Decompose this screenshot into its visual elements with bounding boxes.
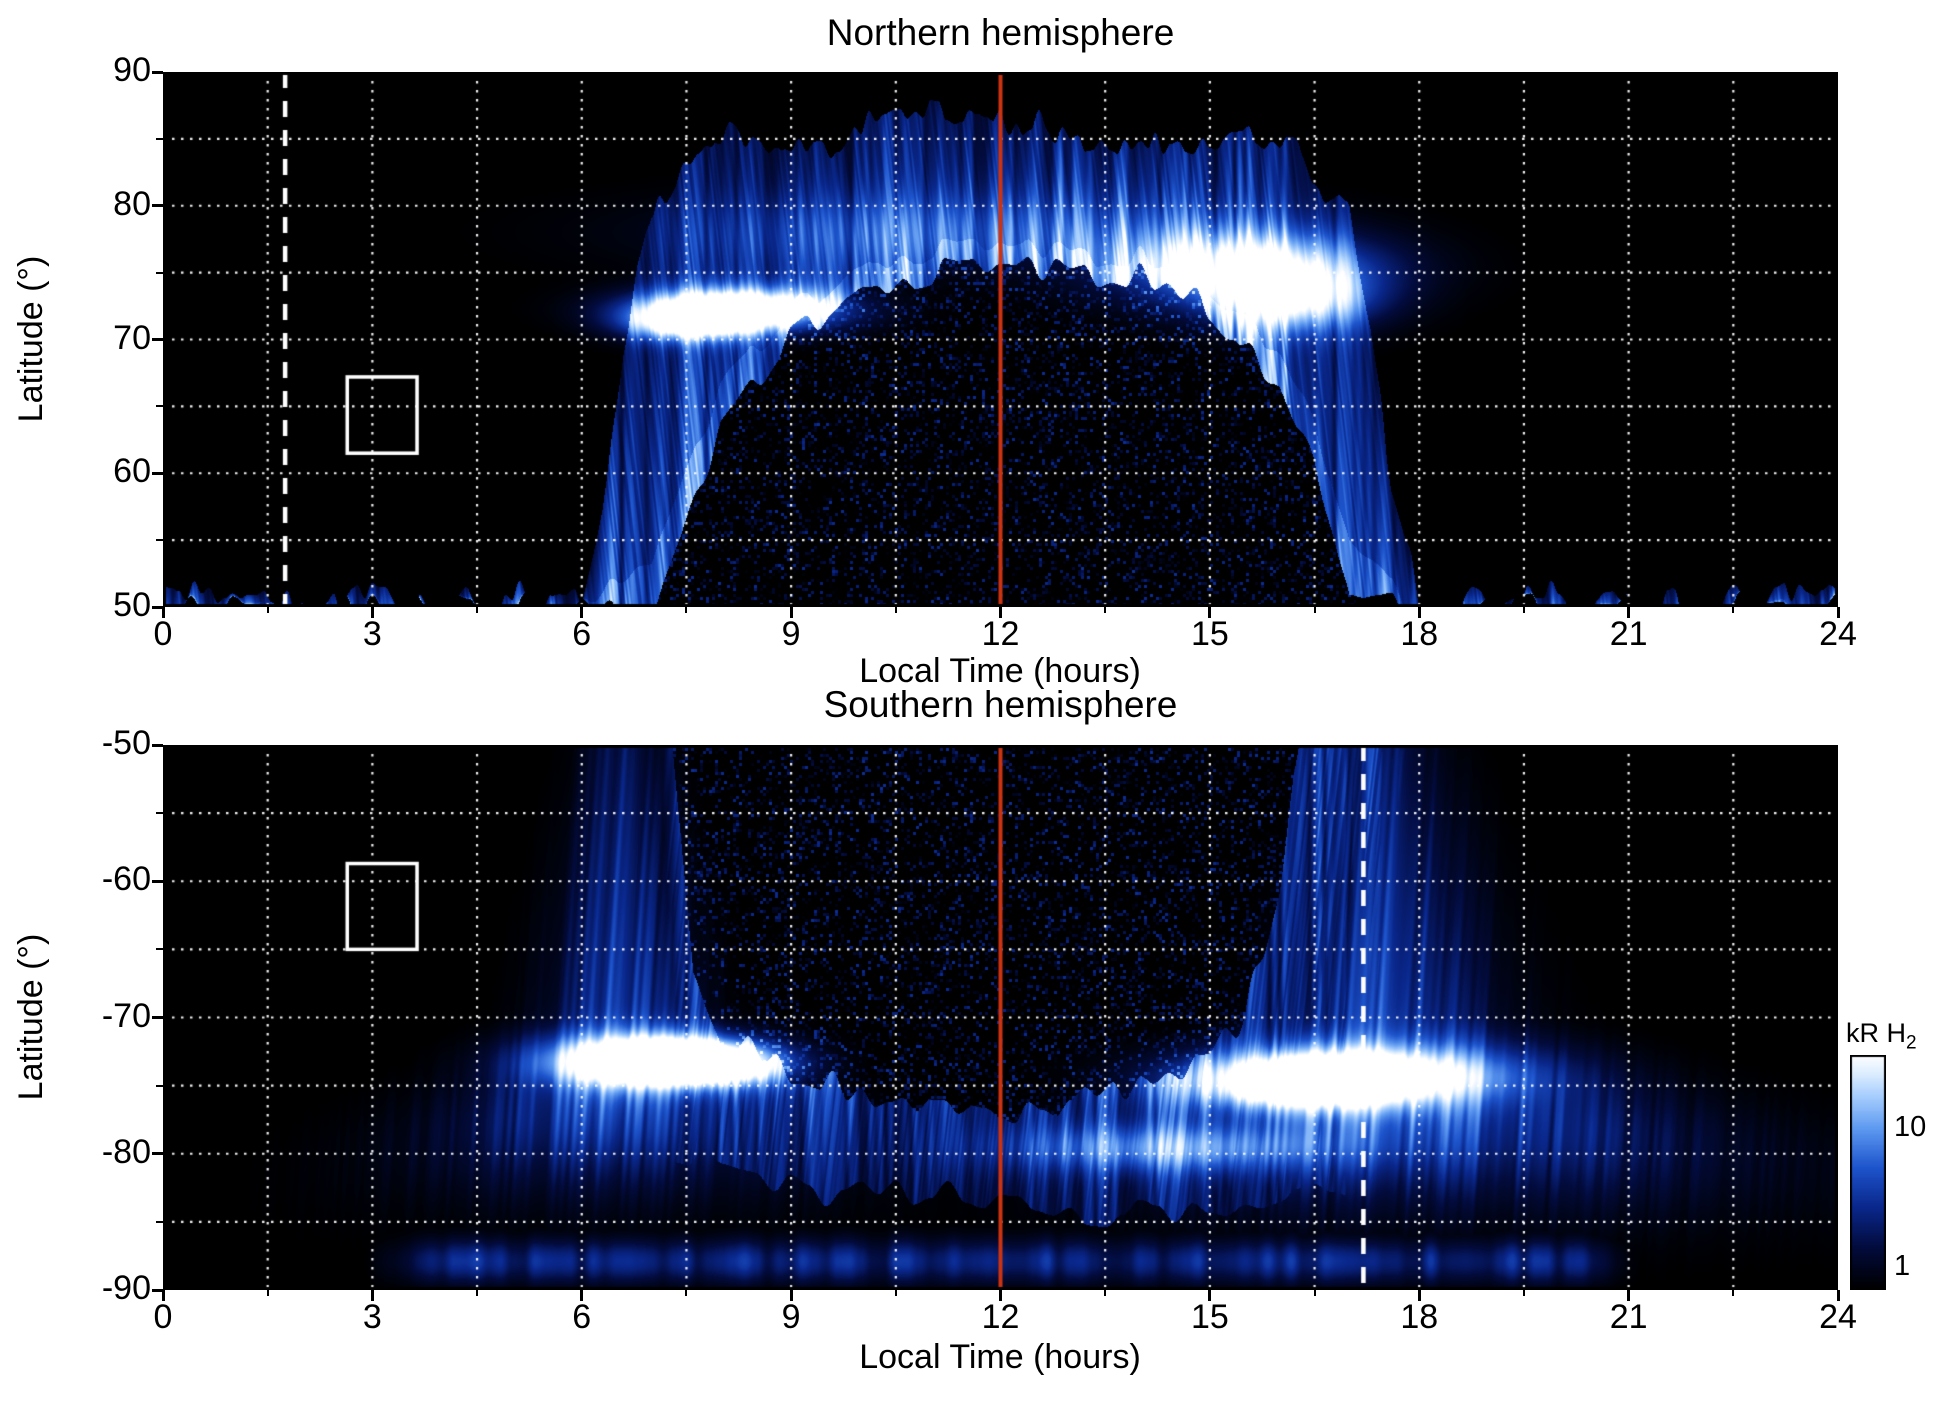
x-tick-label: 9: [781, 615, 801, 653]
x-minor-tick-mark: [894, 1290, 897, 1296]
x-tick-label: 21: [1609, 615, 1648, 653]
x-tick-label: 21: [1609, 1298, 1648, 1336]
y-tick-mark: [152, 204, 163, 208]
x-tick-mark: [1417, 1290, 1421, 1301]
y-minor-tick-mark: [156, 948, 163, 951]
x-tick-mark: [370, 1290, 374, 1301]
x-minor-tick-mark: [476, 1290, 479, 1296]
x-tick-mark: [161, 607, 165, 618]
x-tick-mark: [1836, 607, 1840, 618]
panel-title-south: Southern hemisphere: [823, 684, 1178, 725]
x-tick-mark: [999, 607, 1002, 618]
x-tick-label: 9: [781, 1298, 801, 1336]
y-tick-label: 60: [113, 452, 151, 491]
y-tick-mark: [152, 70, 163, 74]
x-axis-label-north: Local Time (hours): [859, 652, 1141, 690]
x-tick-mark: [580, 607, 584, 618]
x-tick-label: 0: [153, 1298, 173, 1336]
x-minor-tick-mark: [685, 607, 688, 613]
y-tick-label: 50: [113, 586, 151, 624]
x-tick-mark: [1417, 607, 1421, 618]
x-minor-tick-mark: [1104, 1290, 1107, 1296]
y-minor-tick-mark: [156, 812, 163, 815]
x-tick-label: 24: [1819, 1298, 1857, 1336]
x-tick-label: 3: [362, 1298, 382, 1336]
y-tick-mark: [152, 338, 163, 341]
y-minor-tick-mark: [156, 1220, 163, 1223]
x-tick-label: 15: [1190, 615, 1229, 653]
y-tick-label: -90: [101, 1269, 151, 1307]
panel-title-north: Northern hemisphere: [826, 12, 1175, 53]
x-minor-tick-mark: [1313, 1290, 1316, 1296]
x-tick-mark: [1208, 1290, 1212, 1301]
colorbar-tick-label: 10: [1894, 1110, 1927, 1143]
y-tick-mark: [152, 605, 163, 609]
y-tick-label: 90: [113, 51, 151, 89]
x-minor-tick-mark: [1522, 1290, 1525, 1296]
heatmap-south: [163, 745, 1838, 1290]
x-tick-mark: [580, 1290, 584, 1301]
colorbar: [1850, 1055, 1886, 1290]
y-tick-label: -80: [101, 1132, 151, 1171]
x-minor-tick-mark: [1732, 1290, 1735, 1296]
x-tick-label: 3: [362, 615, 382, 653]
x-tick-mark: [1627, 1290, 1631, 1301]
x-minor-tick-mark: [476, 607, 479, 613]
y-minor-tick-mark: [156, 1084, 163, 1087]
y-tick-mark: [152, 879, 163, 883]
x-tick-mark: [1627, 607, 1631, 618]
x-minor-tick-mark: [685, 1290, 688, 1296]
y-tick-label: -50: [101, 724, 151, 762]
x-minor-tick-mark: [894, 607, 897, 613]
y-minor-tick-mark: [156, 137, 163, 140]
x-minor-tick-mark: [1732, 607, 1735, 613]
x-tick-mark: [1836, 1290, 1840, 1301]
y-axis-label-south: Latitude (°): [12, 933, 50, 1101]
y-tick-mark: [152, 1016, 163, 1019]
y-tick-mark: [152, 471, 163, 475]
x-tick-label: 12: [981, 615, 1020, 653]
y-tick-label: -60: [101, 860, 151, 899]
y-tick-label: 80: [113, 184, 151, 223]
x-tick-mark: [161, 1290, 165, 1301]
x-minor-tick-mark: [266, 607, 269, 613]
x-tick-label: 24: [1819, 615, 1857, 653]
y-tick-label: -70: [101, 996, 151, 1035]
x-tick-label: 12: [981, 1298, 1020, 1336]
x-axis-label-south: Local Time (hours): [859, 1338, 1141, 1376]
y-axis-label-north: Latitude (°): [12, 255, 50, 423]
colorbar-label-sub: 2: [1906, 1032, 1917, 1054]
x-tick-label: 6: [572, 615, 592, 653]
x-tick-label: 15: [1190, 1298, 1229, 1336]
x-tick-label: 18: [1400, 1298, 1439, 1336]
x-minor-tick-mark: [1104, 607, 1107, 613]
x-tick-mark: [789, 1290, 793, 1301]
y-minor-tick-mark: [156, 539, 163, 542]
heatmap-north: [163, 72, 1838, 607]
y-minor-tick-mark: [156, 271, 163, 274]
colorbar-tick-label: 1: [1894, 1249, 1911, 1282]
x-minor-tick-mark: [1522, 607, 1525, 613]
x-minor-tick-mark: [266, 1290, 269, 1296]
y-tick-mark: [152, 1152, 163, 1156]
y-tick-mark: [152, 743, 163, 747]
x-tick-label: 6: [572, 1298, 592, 1336]
y-tick-label: 70: [113, 318, 151, 357]
x-minor-tick-mark: [1313, 607, 1316, 613]
colorbar-label-main: kR H: [1846, 1018, 1906, 1048]
colorbar-label: kR H2: [1846, 1018, 1917, 1054]
x-tick-label: 18: [1400, 615, 1439, 653]
x-tick-mark: [789, 607, 793, 618]
x-tick-label: 0: [153, 615, 173, 653]
x-tick-mark: [370, 607, 374, 618]
x-tick-mark: [999, 1290, 1002, 1301]
x-tick-mark: [1208, 607, 1212, 618]
y-tick-mark: [152, 1288, 163, 1292]
y-minor-tick-mark: [156, 405, 163, 408]
